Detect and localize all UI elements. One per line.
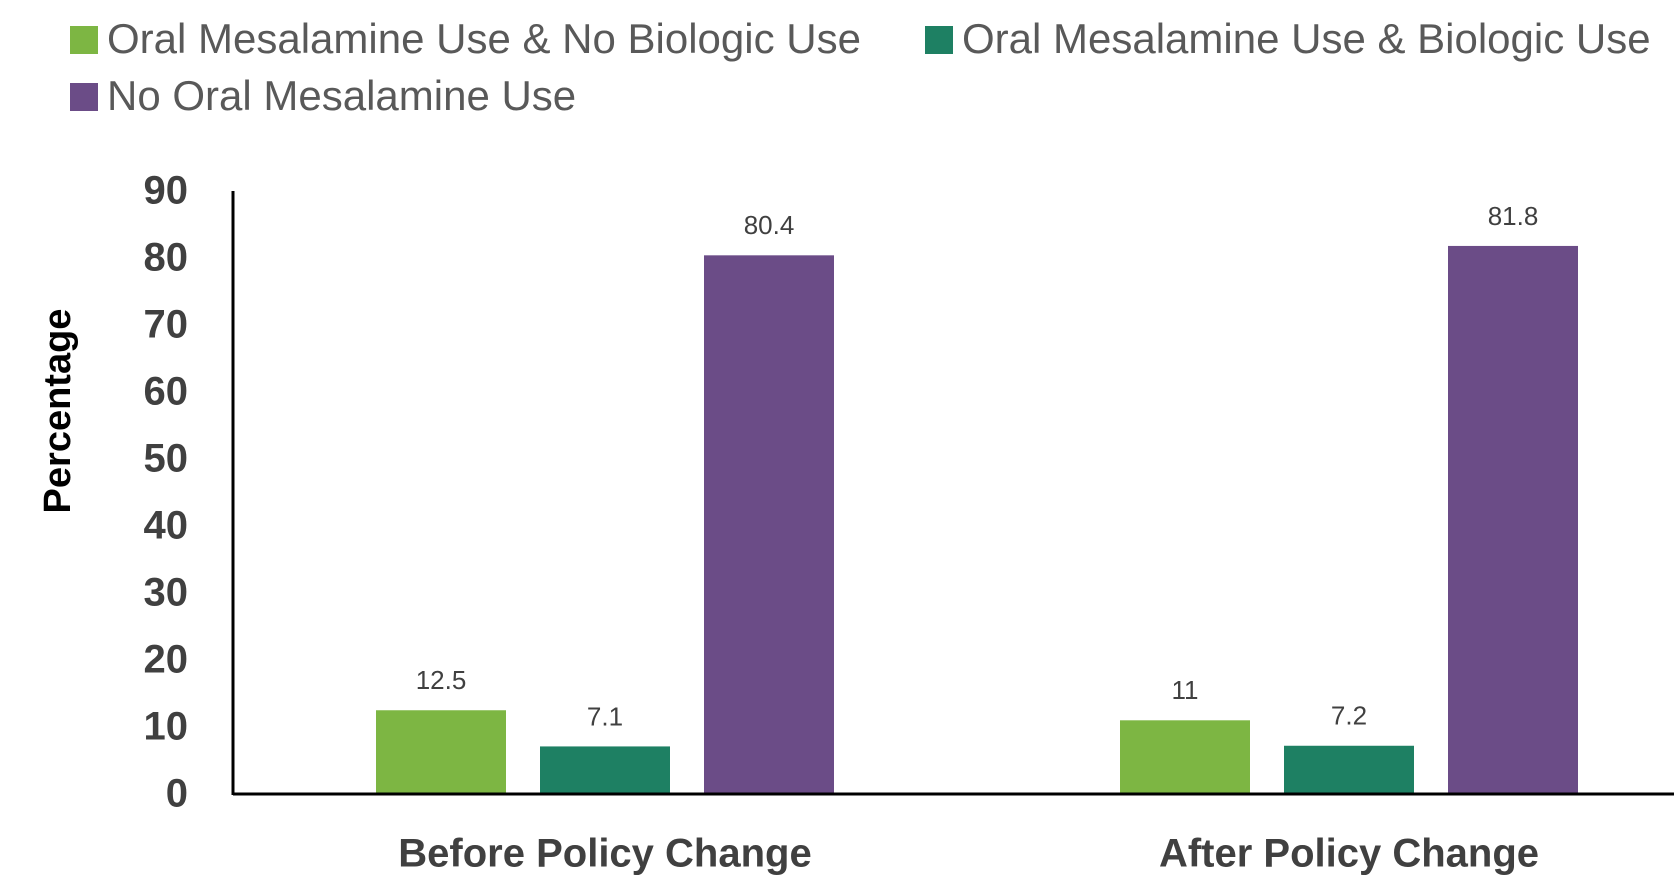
- y-tick-label: 40: [144, 504, 189, 548]
- y-tick-label: 60: [144, 370, 189, 414]
- value-label: 81.8: [1488, 201, 1539, 231]
- legend-label: Oral Mesalamine Use & Biologic Use: [962, 15, 1651, 62]
- y-tick-label: 50: [144, 437, 189, 481]
- legend-label: No Oral Mesalamine Use: [107, 72, 576, 119]
- value-label: 12.5: [416, 665, 467, 695]
- bar: [376, 710, 506, 794]
- y-tick-label: 20: [144, 638, 189, 682]
- bar: [540, 746, 670, 794]
- y-tick-label: 70: [144, 303, 189, 347]
- bar: [1120, 720, 1250, 794]
- legend-swatch: [925, 26, 953, 54]
- legend-swatch: [70, 26, 98, 54]
- y-tick-label: 0: [166, 772, 188, 816]
- value-label: 7.1: [587, 701, 623, 731]
- y-tick-label: 80: [144, 236, 189, 280]
- bar: [1284, 745, 1414, 794]
- bar: [704, 255, 834, 794]
- y-tick-label: 30: [144, 571, 189, 615]
- y-tick-label: 90: [144, 169, 189, 213]
- value-label: 7.2: [1331, 701, 1367, 731]
- x-tick-label: After Policy Change: [1159, 832, 1539, 876]
- legend-swatch: [70, 83, 98, 111]
- y-tick-label: 10: [144, 705, 189, 749]
- y-axis-label: Percentage: [37, 309, 79, 514]
- x-tick-label: Before Policy Change: [398, 832, 811, 876]
- legend-label: Oral Mesalamine Use & No Biologic Use: [107, 15, 861, 62]
- value-label: 11: [1172, 675, 1199, 705]
- bar: [1448, 245, 1578, 794]
- value-label: 80.4: [744, 210, 795, 240]
